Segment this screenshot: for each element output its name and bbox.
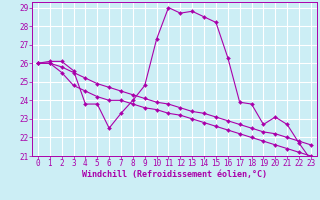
X-axis label: Windchill (Refroidissement éolien,°C): Windchill (Refroidissement éolien,°C) (82, 170, 267, 179)
